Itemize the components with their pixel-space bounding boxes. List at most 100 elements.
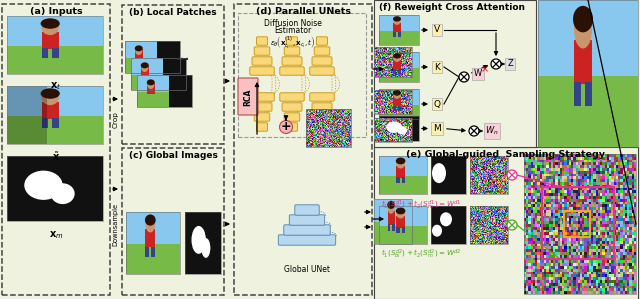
FancyBboxPatch shape — [574, 82, 581, 106]
FancyBboxPatch shape — [398, 106, 401, 111]
Circle shape — [507, 220, 517, 230]
Ellipse shape — [42, 90, 59, 105]
Ellipse shape — [145, 214, 156, 226]
Circle shape — [280, 120, 292, 133]
FancyBboxPatch shape — [147, 83, 155, 94]
FancyBboxPatch shape — [394, 97, 401, 106]
FancyBboxPatch shape — [310, 67, 334, 75]
FancyBboxPatch shape — [379, 226, 427, 244]
FancyBboxPatch shape — [137, 75, 169, 91]
FancyBboxPatch shape — [379, 156, 427, 176]
FancyBboxPatch shape — [312, 103, 332, 111]
FancyBboxPatch shape — [7, 116, 103, 144]
Ellipse shape — [394, 17, 401, 25]
Circle shape — [491, 59, 501, 69]
FancyBboxPatch shape — [396, 227, 399, 233]
FancyBboxPatch shape — [278, 235, 336, 245]
FancyBboxPatch shape — [310, 93, 334, 101]
FancyBboxPatch shape — [250, 93, 274, 101]
FancyBboxPatch shape — [396, 166, 405, 178]
Text: $t_1(S_{bi}^{d1}) + t_2(S_m^{d1}) = W^{d1}$: $t_1(S_{bi}^{d1}) + t_2(S_m^{d1}) = W^{d… — [381, 199, 461, 212]
Text: $\mathbf{x}_{m}$: $\mathbf{x}_{m}$ — [49, 229, 63, 241]
Ellipse shape — [394, 54, 401, 62]
Ellipse shape — [191, 226, 206, 254]
Ellipse shape — [141, 63, 148, 72]
FancyBboxPatch shape — [141, 66, 148, 77]
FancyBboxPatch shape — [254, 113, 270, 121]
Text: Diffusion Noise: Diffusion Noise — [264, 19, 322, 28]
Ellipse shape — [393, 90, 401, 96]
Ellipse shape — [202, 238, 211, 258]
Text: (f) Reweight Cross Attention: (f) Reweight Cross Attention — [379, 3, 525, 12]
Ellipse shape — [388, 202, 394, 214]
Text: (e) Global-guided  Sampling Strategy: (e) Global-guided Sampling Strategy — [406, 150, 605, 159]
Ellipse shape — [51, 183, 75, 204]
FancyBboxPatch shape — [398, 32, 401, 36]
Ellipse shape — [147, 79, 155, 85]
FancyBboxPatch shape — [394, 23, 401, 32]
FancyBboxPatch shape — [131, 58, 163, 75]
Text: (b) Local Patches: (b) Local Patches — [129, 8, 217, 17]
FancyBboxPatch shape — [42, 102, 59, 119]
Ellipse shape — [24, 171, 63, 200]
FancyBboxPatch shape — [7, 46, 103, 74]
FancyBboxPatch shape — [379, 68, 419, 82]
FancyBboxPatch shape — [379, 52, 419, 68]
Ellipse shape — [394, 91, 401, 99]
FancyBboxPatch shape — [401, 227, 405, 233]
Ellipse shape — [135, 46, 142, 55]
FancyBboxPatch shape — [254, 47, 270, 55]
FancyBboxPatch shape — [289, 215, 324, 225]
FancyBboxPatch shape — [394, 106, 396, 111]
FancyBboxPatch shape — [316, 123, 328, 131]
FancyBboxPatch shape — [374, 199, 412, 222]
FancyBboxPatch shape — [401, 177, 405, 183]
FancyBboxPatch shape — [314, 113, 330, 121]
Ellipse shape — [141, 62, 148, 68]
Ellipse shape — [393, 53, 401, 59]
FancyBboxPatch shape — [42, 48, 48, 58]
FancyBboxPatch shape — [312, 57, 332, 65]
FancyBboxPatch shape — [126, 212, 180, 244]
FancyBboxPatch shape — [282, 103, 302, 111]
FancyBboxPatch shape — [374, 0, 536, 147]
Text: +: + — [281, 120, 291, 133]
Text: M: M — [433, 124, 441, 133]
FancyBboxPatch shape — [379, 89, 419, 105]
FancyBboxPatch shape — [379, 15, 419, 30]
FancyBboxPatch shape — [398, 69, 401, 74]
Text: Z: Z — [507, 60, 513, 68]
FancyBboxPatch shape — [316, 37, 328, 45]
Circle shape — [507, 170, 517, 180]
FancyBboxPatch shape — [126, 244, 180, 274]
FancyBboxPatch shape — [379, 30, 419, 45]
Ellipse shape — [432, 225, 442, 237]
FancyBboxPatch shape — [52, 118, 59, 128]
FancyBboxPatch shape — [396, 177, 399, 183]
FancyBboxPatch shape — [394, 69, 396, 74]
FancyBboxPatch shape — [538, 77, 638, 147]
Text: ...: ... — [386, 86, 400, 99]
Text: Downsample: Downsample — [113, 203, 118, 246]
FancyBboxPatch shape — [394, 60, 401, 69]
FancyBboxPatch shape — [185, 212, 221, 274]
FancyBboxPatch shape — [284, 225, 330, 235]
FancyBboxPatch shape — [388, 211, 394, 225]
FancyBboxPatch shape — [379, 89, 419, 119]
FancyBboxPatch shape — [163, 58, 186, 90]
FancyBboxPatch shape — [295, 205, 319, 215]
Ellipse shape — [40, 88, 60, 99]
FancyBboxPatch shape — [374, 222, 412, 244]
Ellipse shape — [573, 6, 593, 32]
Text: (c) Global Images: (c) Global Images — [129, 151, 218, 160]
Ellipse shape — [387, 201, 395, 209]
FancyBboxPatch shape — [7, 86, 103, 116]
FancyBboxPatch shape — [169, 75, 192, 107]
Ellipse shape — [145, 216, 155, 232]
Text: (a) Inputs: (a) Inputs — [29, 7, 83, 16]
FancyBboxPatch shape — [379, 105, 419, 119]
Text: Q: Q — [433, 100, 440, 109]
Text: $W_n$: $W_n$ — [485, 125, 499, 137]
Text: (d) Parallel UNets: (d) Parallel UNets — [255, 7, 351, 16]
FancyBboxPatch shape — [52, 48, 59, 58]
